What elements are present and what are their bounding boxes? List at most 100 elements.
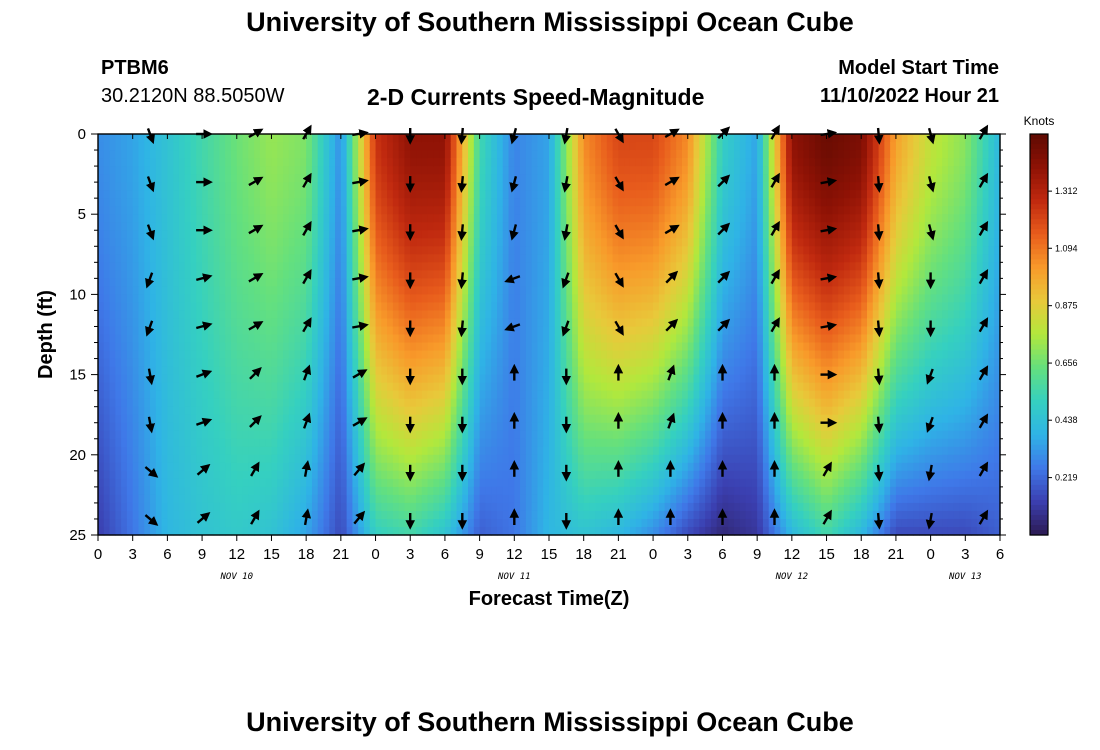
heatmap-cell	[254, 150, 261, 159]
heatmap-cell	[300, 214, 307, 223]
heatmap-cell	[664, 342, 672, 352]
heatmap-cell	[363, 214, 371, 223]
heatmap-cell	[271, 198, 278, 207]
heatmap-cell	[248, 182, 255, 191]
heatmap-cell	[606, 310, 614, 320]
heatmap-cell	[491, 142, 498, 151]
heatmap-cell	[132, 430, 140, 440]
heatmap-cell	[121, 462, 128, 472]
heatmap-cell	[155, 254, 163, 263]
heatmap-cell	[658, 350, 666, 360]
heatmap-cell	[404, 246, 411, 255]
heatmap-cell	[525, 326, 533, 336]
heatmap-cell	[219, 398, 226, 408]
heatmap-cell	[491, 246, 498, 255]
heatmap-cell	[138, 342, 145, 352]
heatmap-cell	[323, 198, 330, 207]
heatmap-cell	[161, 214, 168, 223]
heatmap-cell	[109, 502, 116, 512]
heatmap-cell	[635, 302, 643, 312]
heatmap-cell	[624, 462, 631, 472]
heatmap-cell	[317, 318, 325, 328]
heatmap-cell	[103, 134, 111, 143]
heatmap-cell	[473, 262, 481, 271]
heatmap-cell	[248, 358, 255, 368]
heatmap-cell	[606, 174, 614, 183]
heatmap-cell	[456, 486, 463, 496]
heatmap-cell	[421, 486, 429, 496]
heatmap-cell	[653, 198, 660, 207]
heatmap-cell	[572, 366, 579, 376]
heatmap-cell	[254, 334, 261, 344]
heatmap-cell	[288, 182, 296, 191]
heatmap-cell	[178, 174, 186, 183]
heatmap-cell	[531, 478, 539, 488]
heatmap-cell	[121, 366, 128, 376]
heatmap-cell	[520, 494, 527, 504]
heatmap-cell	[271, 150, 278, 159]
heatmap-cell	[410, 262, 417, 271]
heatmap-cell	[618, 470, 625, 480]
heatmap-cell	[184, 430, 192, 440]
heatmap-cell	[647, 182, 654, 191]
heatmap-cell	[288, 478, 296, 488]
heatmap-cell	[658, 262, 666, 271]
heatmap-cell	[577, 414, 585, 424]
heatmap-cell	[381, 134, 388, 143]
heatmap-cell	[358, 214, 365, 223]
heatmap-cell	[653, 142, 660, 151]
heatmap-cell	[514, 502, 521, 512]
heatmap-cell	[248, 446, 255, 456]
heatmap-cell	[601, 446, 608, 456]
heatmap-cell	[491, 470, 498, 480]
heatmap-cell	[202, 494, 209, 504]
heatmap-cell	[132, 374, 140, 384]
heatmap-cell	[329, 526, 336, 536]
heatmap-cell	[543, 158, 550, 167]
heatmap-cell	[288, 446, 296, 456]
heatmap-cell	[317, 382, 325, 392]
heatmap-cell	[219, 182, 226, 191]
heatmap-cell	[358, 486, 365, 496]
heatmap-cell	[277, 414, 284, 424]
heatmap-cell	[225, 510, 232, 520]
heatmap-cell	[624, 198, 631, 207]
heatmap-cell	[98, 286, 105, 295]
heatmap-cell	[439, 502, 446, 512]
heatmap-cell	[606, 406, 614, 416]
heatmap-cell	[167, 470, 174, 480]
heatmap-cell	[421, 254, 429, 263]
heatmap-cell	[543, 342, 550, 352]
heatmap-cell	[167, 166, 174, 175]
heatmap-cell	[572, 350, 579, 360]
heatmap-cell	[496, 142, 504, 151]
heatmap-cell	[658, 278, 666, 287]
heatmap-cell	[410, 270, 417, 279]
heatmap-cell	[375, 510, 382, 520]
heatmap-cell	[178, 158, 186, 167]
heatmap-cell	[416, 326, 423, 336]
heatmap-cell	[531, 286, 539, 295]
heatmap-cell	[126, 334, 134, 344]
heatmap-cell	[502, 134, 510, 143]
heatmap-cell	[537, 390, 544, 400]
heatmap-cell	[242, 510, 249, 520]
heatmap-cell	[335, 310, 342, 320]
heatmap-cell	[433, 358, 440, 368]
heatmap-cell	[491, 446, 498, 456]
heatmap-cell	[271, 502, 278, 512]
heatmap-cell	[537, 446, 544, 456]
heatmap-cell	[537, 294, 544, 304]
heatmap-cell	[311, 422, 319, 432]
heatmap-cell	[456, 462, 463, 472]
heatmap-cell	[254, 310, 261, 320]
heatmap-cell	[230, 414, 238, 424]
heatmap-cell	[294, 166, 301, 175]
heatmap-cell	[416, 502, 423, 512]
heatmap-cell	[167, 518, 174, 528]
heatmap-cell	[485, 446, 492, 456]
heatmap-cell	[641, 262, 648, 271]
heatmap-cell	[294, 142, 301, 151]
heatmap-cell	[115, 342, 122, 352]
heatmap-cell	[115, 214, 122, 223]
